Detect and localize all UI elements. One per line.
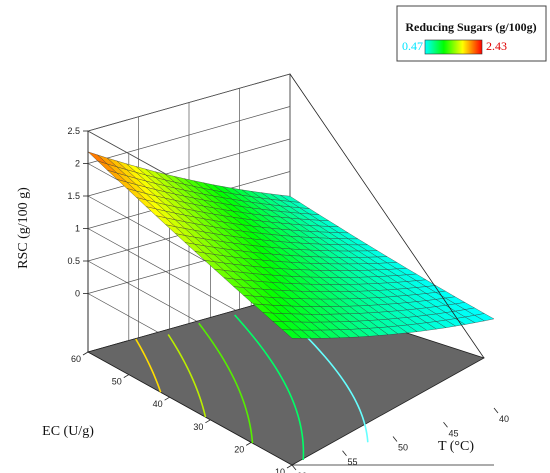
ec-tick-mark bbox=[245, 442, 252, 446]
t-tick-label: 45 bbox=[448, 428, 458, 438]
legend-max-label: 2.43 bbox=[486, 39, 507, 53]
legend-gradient-bar bbox=[424, 39, 483, 55]
front-frame bbox=[87, 73, 494, 466]
contour-line bbox=[274, 305, 369, 443]
color-legend: Reducing Sugars (g/100g) 0.47 2.43 bbox=[396, 5, 547, 62]
t-tick-mark bbox=[392, 436, 398, 442]
t-tick-mark bbox=[291, 464, 297, 471]
z-tick-label: 1 bbox=[75, 224, 80, 234]
ec-tick-label: 20 bbox=[234, 444, 244, 454]
t-tick-label: 40 bbox=[499, 414, 509, 424]
floor-contours bbox=[135, 305, 369, 460]
ec-tick-mark bbox=[286, 464, 293, 469]
ec-axis-title: EC (U/g) bbox=[42, 424, 94, 439]
t-axis-title: T (°C) bbox=[438, 439, 474, 454]
ec-tick-mark bbox=[205, 419, 211, 424]
response-surface bbox=[87, 151, 495, 339]
ec-tick-label: 10 bbox=[275, 467, 285, 473]
z-tick-label: 1.5 bbox=[67, 191, 80, 201]
z-tick-label: 0 bbox=[75, 289, 80, 299]
t-axis-ticks: 40 45 50 55 60 bbox=[291, 407, 509, 473]
ec-axis-ticks: 60 50 40 30 20 10 bbox=[71, 351, 293, 473]
legend-title: Reducing Sugars (g/100g) bbox=[405, 20, 536, 34]
surface-cell bbox=[301, 329, 322, 339]
z-tick-label: 2 bbox=[75, 159, 80, 169]
ec-tick-label: 50 bbox=[112, 377, 122, 387]
contour-line bbox=[198, 322, 254, 444]
t-tick-label: 50 bbox=[398, 443, 408, 453]
t-tick-label: 55 bbox=[347, 457, 357, 467]
ec-tick-mark bbox=[123, 374, 130, 378]
legend-min-label: 0.47 bbox=[402, 39, 423, 53]
frame-edge bbox=[289, 73, 485, 359]
ec-tick-label: 30 bbox=[193, 422, 203, 432]
ec-tick-mark bbox=[82, 351, 89, 356]
contour-line bbox=[234, 314, 305, 460]
t-tick-mark bbox=[342, 450, 347, 456]
z-axis-title: RSC (g/100 g) bbox=[16, 187, 31, 269]
t-tick-mark bbox=[493, 407, 499, 414]
contour-line bbox=[167, 334, 207, 418]
t-tick-mark bbox=[443, 422, 448, 428]
ec-tick-label: 40 bbox=[153, 399, 163, 409]
ec-tick-mark bbox=[164, 396, 170, 401]
contour-line bbox=[135, 338, 162, 393]
z-tick-label: 2.5 bbox=[67, 126, 80, 136]
z-tick-label: 0.5 bbox=[67, 256, 80, 266]
ec-tick-label: 60 bbox=[71, 354, 81, 364]
t-tick-label: 60 bbox=[297, 471, 307, 473]
z-axis-ticks: 0 0.5 1 1.5 2 2.5 bbox=[67, 126, 88, 299]
